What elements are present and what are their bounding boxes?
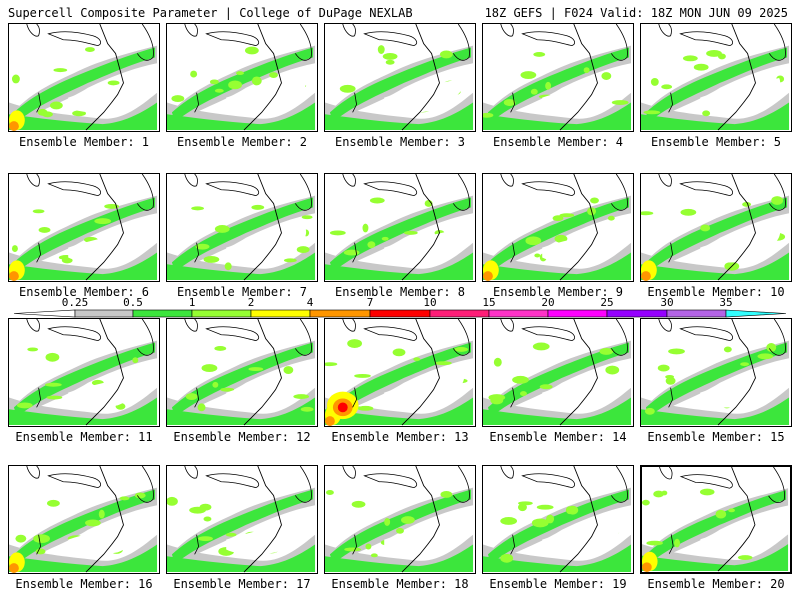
colorbar-tick-label: 2 — [247, 296, 255, 309]
colorbar-segment — [666, 309, 727, 318]
ensemble-map-panel — [8, 318, 160, 427]
colorbar-segment — [74, 309, 134, 318]
ensemble-map-panel — [482, 23, 634, 132]
colorbar-tick-label: 0.5 — [123, 296, 143, 309]
ensemble-member-label: Ensemble Member: 16 — [15, 577, 153, 591]
ensemble-map-panel — [640, 318, 792, 427]
colorbar-segment — [191, 309, 252, 318]
colorbar-tick-label: 35 — [719, 296, 733, 309]
ensemble-map-panel — [166, 23, 318, 132]
colorbar-segment — [250, 309, 311, 318]
ensemble-map-panel — [324, 23, 476, 132]
ensemble-member-label: Ensemble Member: 14 — [489, 430, 627, 444]
colorbar-tick-label: 30 — [660, 296, 674, 309]
ensemble-member-label: Ensemble Member: 6 — [18, 285, 150, 299]
ensemble-member-label: Ensemble Member: 7 — [176, 285, 308, 299]
ensemble-map-panel — [324, 465, 476, 574]
colorbar-tick-label: 25 — [600, 296, 614, 309]
ensemble-member-label: Ensemble Member: 4 — [492, 135, 624, 149]
run-info: 18Z GEFS | F024 Valid: 18Z MON JUN 09 20… — [484, 6, 788, 20]
colorbar-segment — [488, 309, 549, 318]
ensemble-member-label: Ensemble Member: 1 — [18, 135, 150, 149]
colorbar-segment — [547, 309, 608, 318]
ensemble-map-panel — [640, 23, 792, 132]
page-title: Supercell Composite Parameter | College … — [8, 6, 413, 20]
colorbar-tick-label: 1 — [188, 296, 196, 309]
ensemble-map-panel — [640, 465, 792, 574]
ensemble-member-label: Ensemble Member: 12 — [173, 430, 311, 444]
ensemble-member-label: Ensemble Member: 19 — [489, 577, 627, 591]
ensemble-map-panel — [8, 173, 160, 282]
ensemble-member-label: Ensemble Member: 17 — [173, 577, 311, 591]
ensemble-member-label: Ensemble Member: 3 — [334, 135, 466, 149]
colorbar-segment — [369, 309, 431, 318]
ensemble-member-label: Ensemble Member: 5 — [650, 135, 782, 149]
colorbar-segment — [132, 309, 193, 318]
colorbar-segment — [309, 309, 371, 318]
ensemble-map-panel — [166, 465, 318, 574]
colorbar-tick-label: 0.25 — [61, 296, 89, 309]
ensemble-map-panel — [482, 318, 634, 427]
ensemble-member-label: Ensemble Member: 9 — [492, 285, 624, 299]
ensemble-map-panel — [166, 173, 318, 282]
ensemble-member-label: Ensemble Member: 2 — [176, 135, 308, 149]
ensemble-map-panel — [8, 23, 160, 132]
ensemble-member-label: Ensemble Member: 15 — [647, 430, 785, 444]
colorbar-segment — [429, 309, 490, 318]
ensemble-map-panel — [482, 173, 634, 282]
ensemble-map-panel — [640, 173, 792, 282]
colorbar-tick-label: 4 — [306, 296, 314, 309]
ensemble-map-panel — [8, 465, 160, 574]
ensemble-member-label: Ensemble Member: 20 — [647, 577, 785, 591]
ensemble-member-label: Ensemble Member: 13 — [331, 430, 469, 444]
colorbar — [13, 309, 787, 318]
colorbar-right-arrow — [725, 309, 787, 318]
colorbar-tick-label: 10 — [423, 296, 437, 309]
colorbar-tick-label: 15 — [482, 296, 496, 309]
colorbar-tick-label: 20 — [541, 296, 555, 309]
ensemble-member-label: Ensemble Member: 8 — [334, 285, 466, 299]
ensemble-member-label: Ensemble Member: 18 — [331, 577, 469, 591]
ensemble-map-panel — [324, 318, 476, 427]
ensemble-member-label: Ensemble Member: 11 — [15, 430, 153, 444]
ensemble-map-panel — [166, 318, 318, 427]
ensemble-map-panel — [324, 173, 476, 282]
colorbar-left-arrow — [13, 309, 76, 318]
colorbar-tick-label: 7 — [366, 296, 374, 309]
ensemble-map-panel — [482, 465, 634, 574]
ensemble-member-label: Ensemble Member: 10 — [647, 285, 785, 299]
colorbar-segment — [606, 309, 668, 318]
